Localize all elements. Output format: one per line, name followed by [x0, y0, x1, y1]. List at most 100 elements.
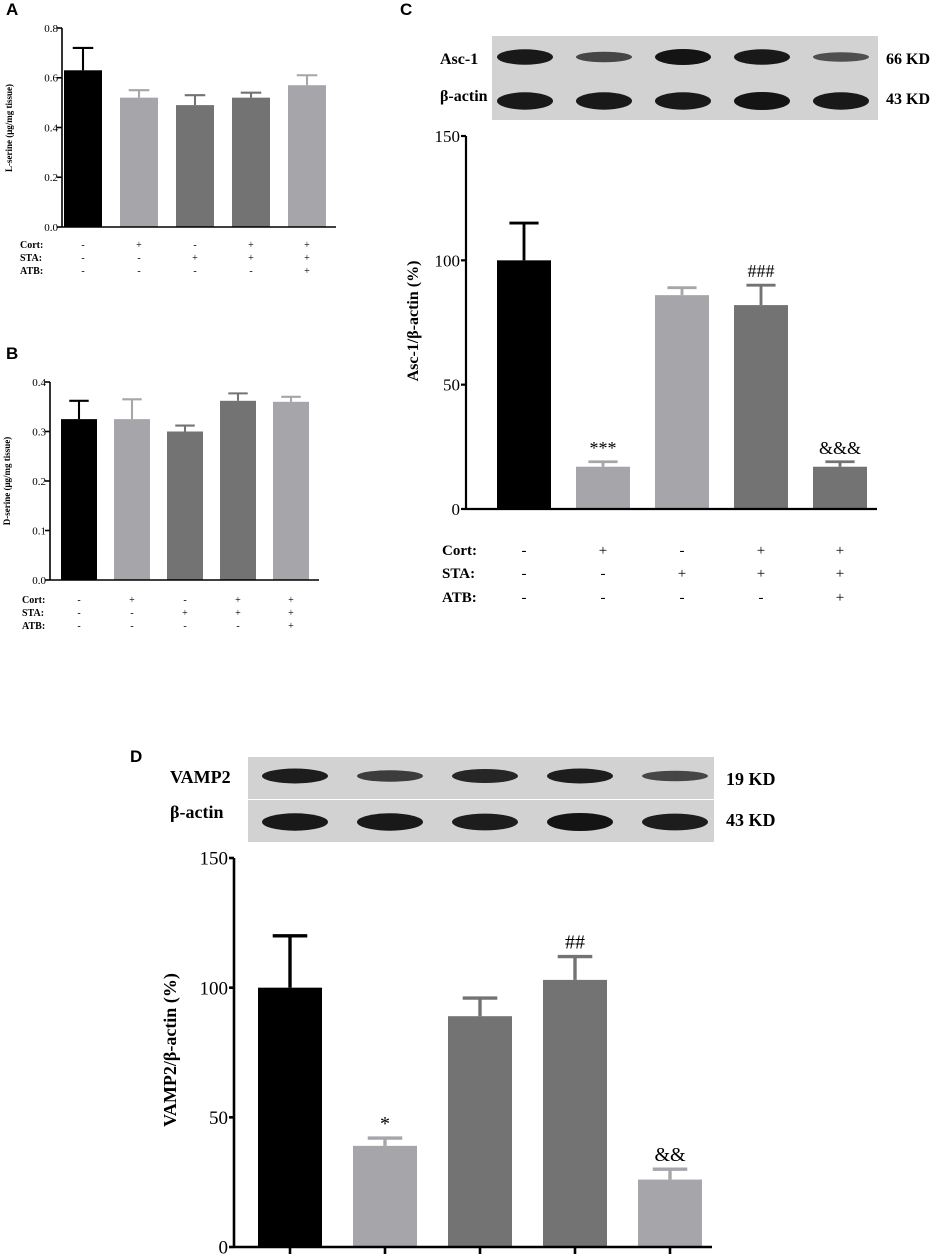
treatment-sign: -	[522, 566, 527, 582]
y-tick-label: 50	[443, 376, 460, 395]
blot-band	[813, 92, 869, 110]
treatment-sign: -	[130, 621, 133, 632]
treatment-sign: +	[288, 621, 294, 632]
treatment-sign: -	[759, 590, 764, 606]
treatment-sign: -	[77, 608, 80, 619]
treatment-label-sta: STA:	[20, 253, 42, 264]
treatment-label-cort: Cort:	[22, 595, 45, 606]
bar	[655, 295, 709, 509]
y-tick-label: 0.4	[44, 122, 58, 134]
y-tick-label: 0.2	[44, 172, 58, 184]
panel-a: A 0.0 0.2 0.4 0.6 0.8 L-serine (μg/mg tissue) C…	[4, 0, 336, 277]
significance-label: ###	[748, 261, 775, 281]
panel-c: C *** ### &&& 0 50 100 150 Asc-1/β-actin (%) Cort…	[400, 0, 877, 606]
treatment-sign: +	[678, 566, 686, 582]
treatment-sign: +	[599, 543, 607, 559]
y-tick-label: 100	[435, 251, 461, 270]
treatment-sign: -	[601, 590, 606, 606]
significance-label: &&&	[819, 438, 861, 458]
bar	[734, 305, 788, 509]
y-tick-label: 0.0	[32, 575, 46, 587]
treatment-sign: +	[757, 543, 765, 559]
y-tick-label: 0.6	[44, 73, 58, 85]
treatment-label-atb: ATB:	[442, 590, 477, 606]
blot-band	[576, 51, 632, 63]
treatment-sign: +	[304, 253, 310, 264]
treatment-label-sta: STA:	[442, 566, 475, 582]
blot-band	[547, 813, 613, 831]
treatment-sign: -	[680, 590, 685, 606]
bar	[353, 1145, 417, 1247]
treatment-label-cort: Cort:	[20, 240, 43, 251]
blot-band	[357, 770, 423, 782]
treatment-sign: +	[304, 240, 310, 251]
treatment-sign: +	[235, 595, 241, 606]
treatment-sign: +	[192, 253, 198, 264]
treatment-sign: +	[248, 240, 254, 251]
panel-label: A	[6, 0, 18, 19]
blot-row-label: β-actin	[440, 88, 488, 105]
treatment-sign: +	[304, 266, 310, 277]
y-tick-label: 100	[200, 978, 229, 999]
treatment-sign: -	[77, 595, 80, 606]
molecular-weight-label: 19 KD	[726, 769, 776, 789]
y-axis-label: Asc-1/β-actin (%)	[405, 261, 422, 382]
blot-row-label: Asc-1	[440, 51, 478, 68]
western-blot-c: Asc-1 66 KD β-actin 43 KD	[440, 36, 930, 120]
blot-band	[547, 768, 613, 784]
blot-band	[642, 813, 708, 831]
panel-label: B	[6, 344, 18, 363]
y-tick-label: 0	[452, 500, 461, 519]
treatment-sign: +	[288, 595, 294, 606]
blot-band	[642, 770, 708, 782]
treatment-sign: -	[137, 253, 140, 264]
western-blot-d: VAMP2 19 KD β-actin 43 KD	[170, 757, 776, 842]
treatment-sign: -	[680, 543, 685, 559]
treatment-sign: -	[81, 266, 84, 277]
blot-band	[497, 49, 553, 65]
treatment-sign: -	[601, 566, 606, 582]
y-tick-label: 0.2	[32, 476, 46, 488]
treatment-sign: +	[182, 608, 188, 619]
treatment-sign: -	[183, 595, 186, 606]
blot-band	[734, 49, 790, 65]
treatment-sign: -	[249, 266, 252, 277]
y-tick-label: 150	[200, 849, 229, 870]
treatment-sign: -	[236, 621, 239, 632]
bar	[273, 401, 309, 580]
y-axis-label: VAMP2/β-actin (%)	[160, 973, 181, 1127]
blot-band	[262, 813, 328, 831]
bar	[258, 987, 322, 1247]
y-axis-label: D-serine (μg/mg tissue)	[2, 437, 12, 526]
y-tick-label: 0.8	[44, 23, 58, 35]
bar	[448, 1016, 512, 1247]
bar	[232, 97, 270, 228]
significance-label: *	[380, 1113, 390, 1135]
treatment-sign: -	[137, 266, 140, 277]
bar	[813, 466, 867, 509]
y-tick-label: 0.4	[32, 377, 46, 389]
bar	[64, 70, 102, 227]
y-tick-label: 0.0	[44, 222, 58, 234]
treatment-sign: +	[129, 595, 135, 606]
treatment-label-cort: Cort:	[442, 543, 477, 559]
treatment-sign: -	[130, 608, 133, 619]
blot-band	[497, 92, 553, 110]
blot-band	[452, 769, 518, 783]
treatment-sign: +	[836, 566, 844, 582]
blot-band	[576, 92, 632, 110]
blot-band	[262, 768, 328, 784]
significance-label: ***	[590, 438, 617, 458]
treatment-label-sta: STA:	[22, 608, 44, 619]
blot-row-label: VAMP2	[170, 767, 231, 787]
y-tick-label: 0	[219, 1238, 229, 1258]
treatment-sign: +	[288, 608, 294, 619]
blot-row-label: β-actin	[170, 802, 223, 822]
treatment-label-atb: ATB:	[20, 266, 43, 277]
y-tick-label: 50	[209, 1108, 228, 1129]
molecular-weight-label: 66 KD	[886, 51, 930, 68]
blot-band	[452, 813, 518, 831]
bar	[497, 260, 551, 509]
significance-label: ##	[565, 932, 585, 954]
